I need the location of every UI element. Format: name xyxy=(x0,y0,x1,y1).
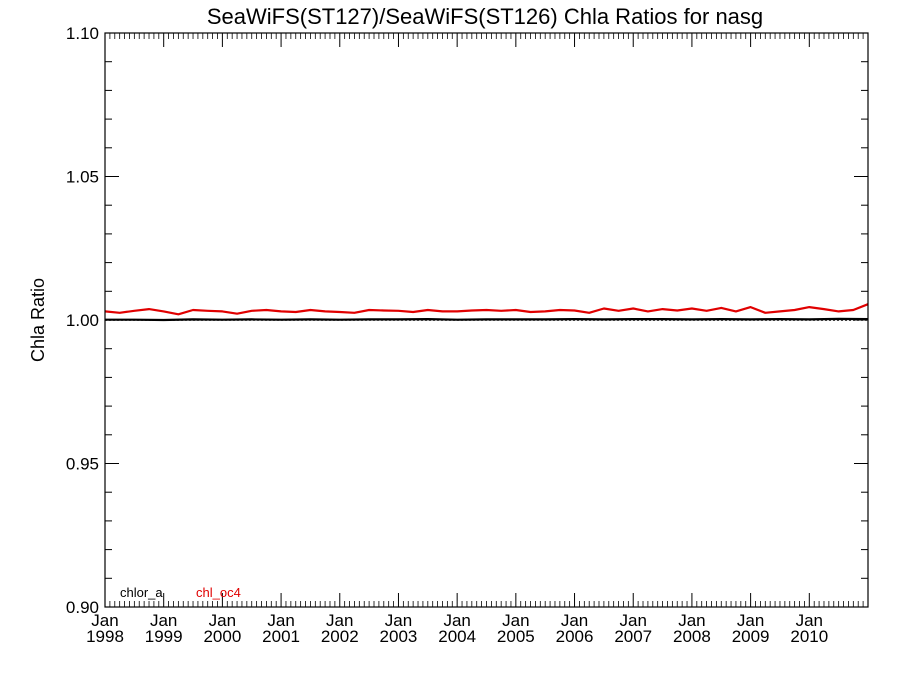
plot-frame xyxy=(104,32,869,608)
x-tick-year: 1998 xyxy=(86,627,124,646)
axis-ticks xyxy=(104,32,868,608)
x-tick-month: Jan xyxy=(561,611,588,630)
x-tick-month: Jan xyxy=(209,611,236,630)
y-tick-label: 0.95 xyxy=(66,455,99,474)
chart-title: SeaWiFS(ST127)/SeaWiFS(ST126) Chla Ratio… xyxy=(207,4,763,29)
series-line-chl_oc4 xyxy=(104,303,869,316)
legend-entry-chlor_a: chlor_a xyxy=(120,585,163,600)
legend: chlor_a chl_oc4 xyxy=(120,585,241,600)
series-lines xyxy=(104,303,869,322)
x-tick-labels: Jan1998Jan1999Jan2000Jan2001Jan2002Jan20… xyxy=(86,611,828,646)
y-axis-label: Chla Ratio xyxy=(28,278,48,362)
legend-entry-chl_oc4: chl_oc4 xyxy=(196,585,241,600)
x-tick-year: 2000 xyxy=(203,627,241,646)
x-tick-year: 2006 xyxy=(556,627,594,646)
x-tick-month: Jan xyxy=(678,611,705,630)
y-tick-label: 1.00 xyxy=(66,311,99,330)
x-tick-year: 2009 xyxy=(732,627,770,646)
x-tick-year: 2003 xyxy=(380,627,418,646)
x-tick-month: Jan xyxy=(502,611,529,630)
x-tick-month: Jan xyxy=(737,611,764,630)
y-tick-label: 0.90 xyxy=(66,598,99,617)
x-tick-year: 2002 xyxy=(321,627,359,646)
y-tick-label: 1.05 xyxy=(66,168,99,187)
x-tick-month: Jan xyxy=(385,611,412,630)
x-tick-month: Jan xyxy=(267,611,294,630)
x-tick-year: 2005 xyxy=(497,627,535,646)
x-tick-month: Jan xyxy=(91,611,118,630)
x-tick-month: Jan xyxy=(443,611,470,630)
x-tick-year: 2007 xyxy=(614,627,652,646)
x-tick-month: Jan xyxy=(620,611,647,630)
x-tick-year: 2010 xyxy=(790,627,828,646)
series-line-chlor_a xyxy=(105,317,869,322)
y-tick-labels: 0.90 0.95 1.00 1.05 1.10 xyxy=(66,24,99,617)
x-tick-year: 2008 xyxy=(673,627,711,646)
x-tick-month: Jan xyxy=(150,611,177,630)
x-tick-month: Jan xyxy=(326,611,353,630)
y-tick-label: 1.10 xyxy=(66,24,99,43)
x-tick-year: 2004 xyxy=(438,627,476,646)
x-tick-year: 2001 xyxy=(262,627,300,646)
x-tick-year: 1999 xyxy=(145,627,183,646)
x-tick-month: Jan xyxy=(796,611,823,630)
